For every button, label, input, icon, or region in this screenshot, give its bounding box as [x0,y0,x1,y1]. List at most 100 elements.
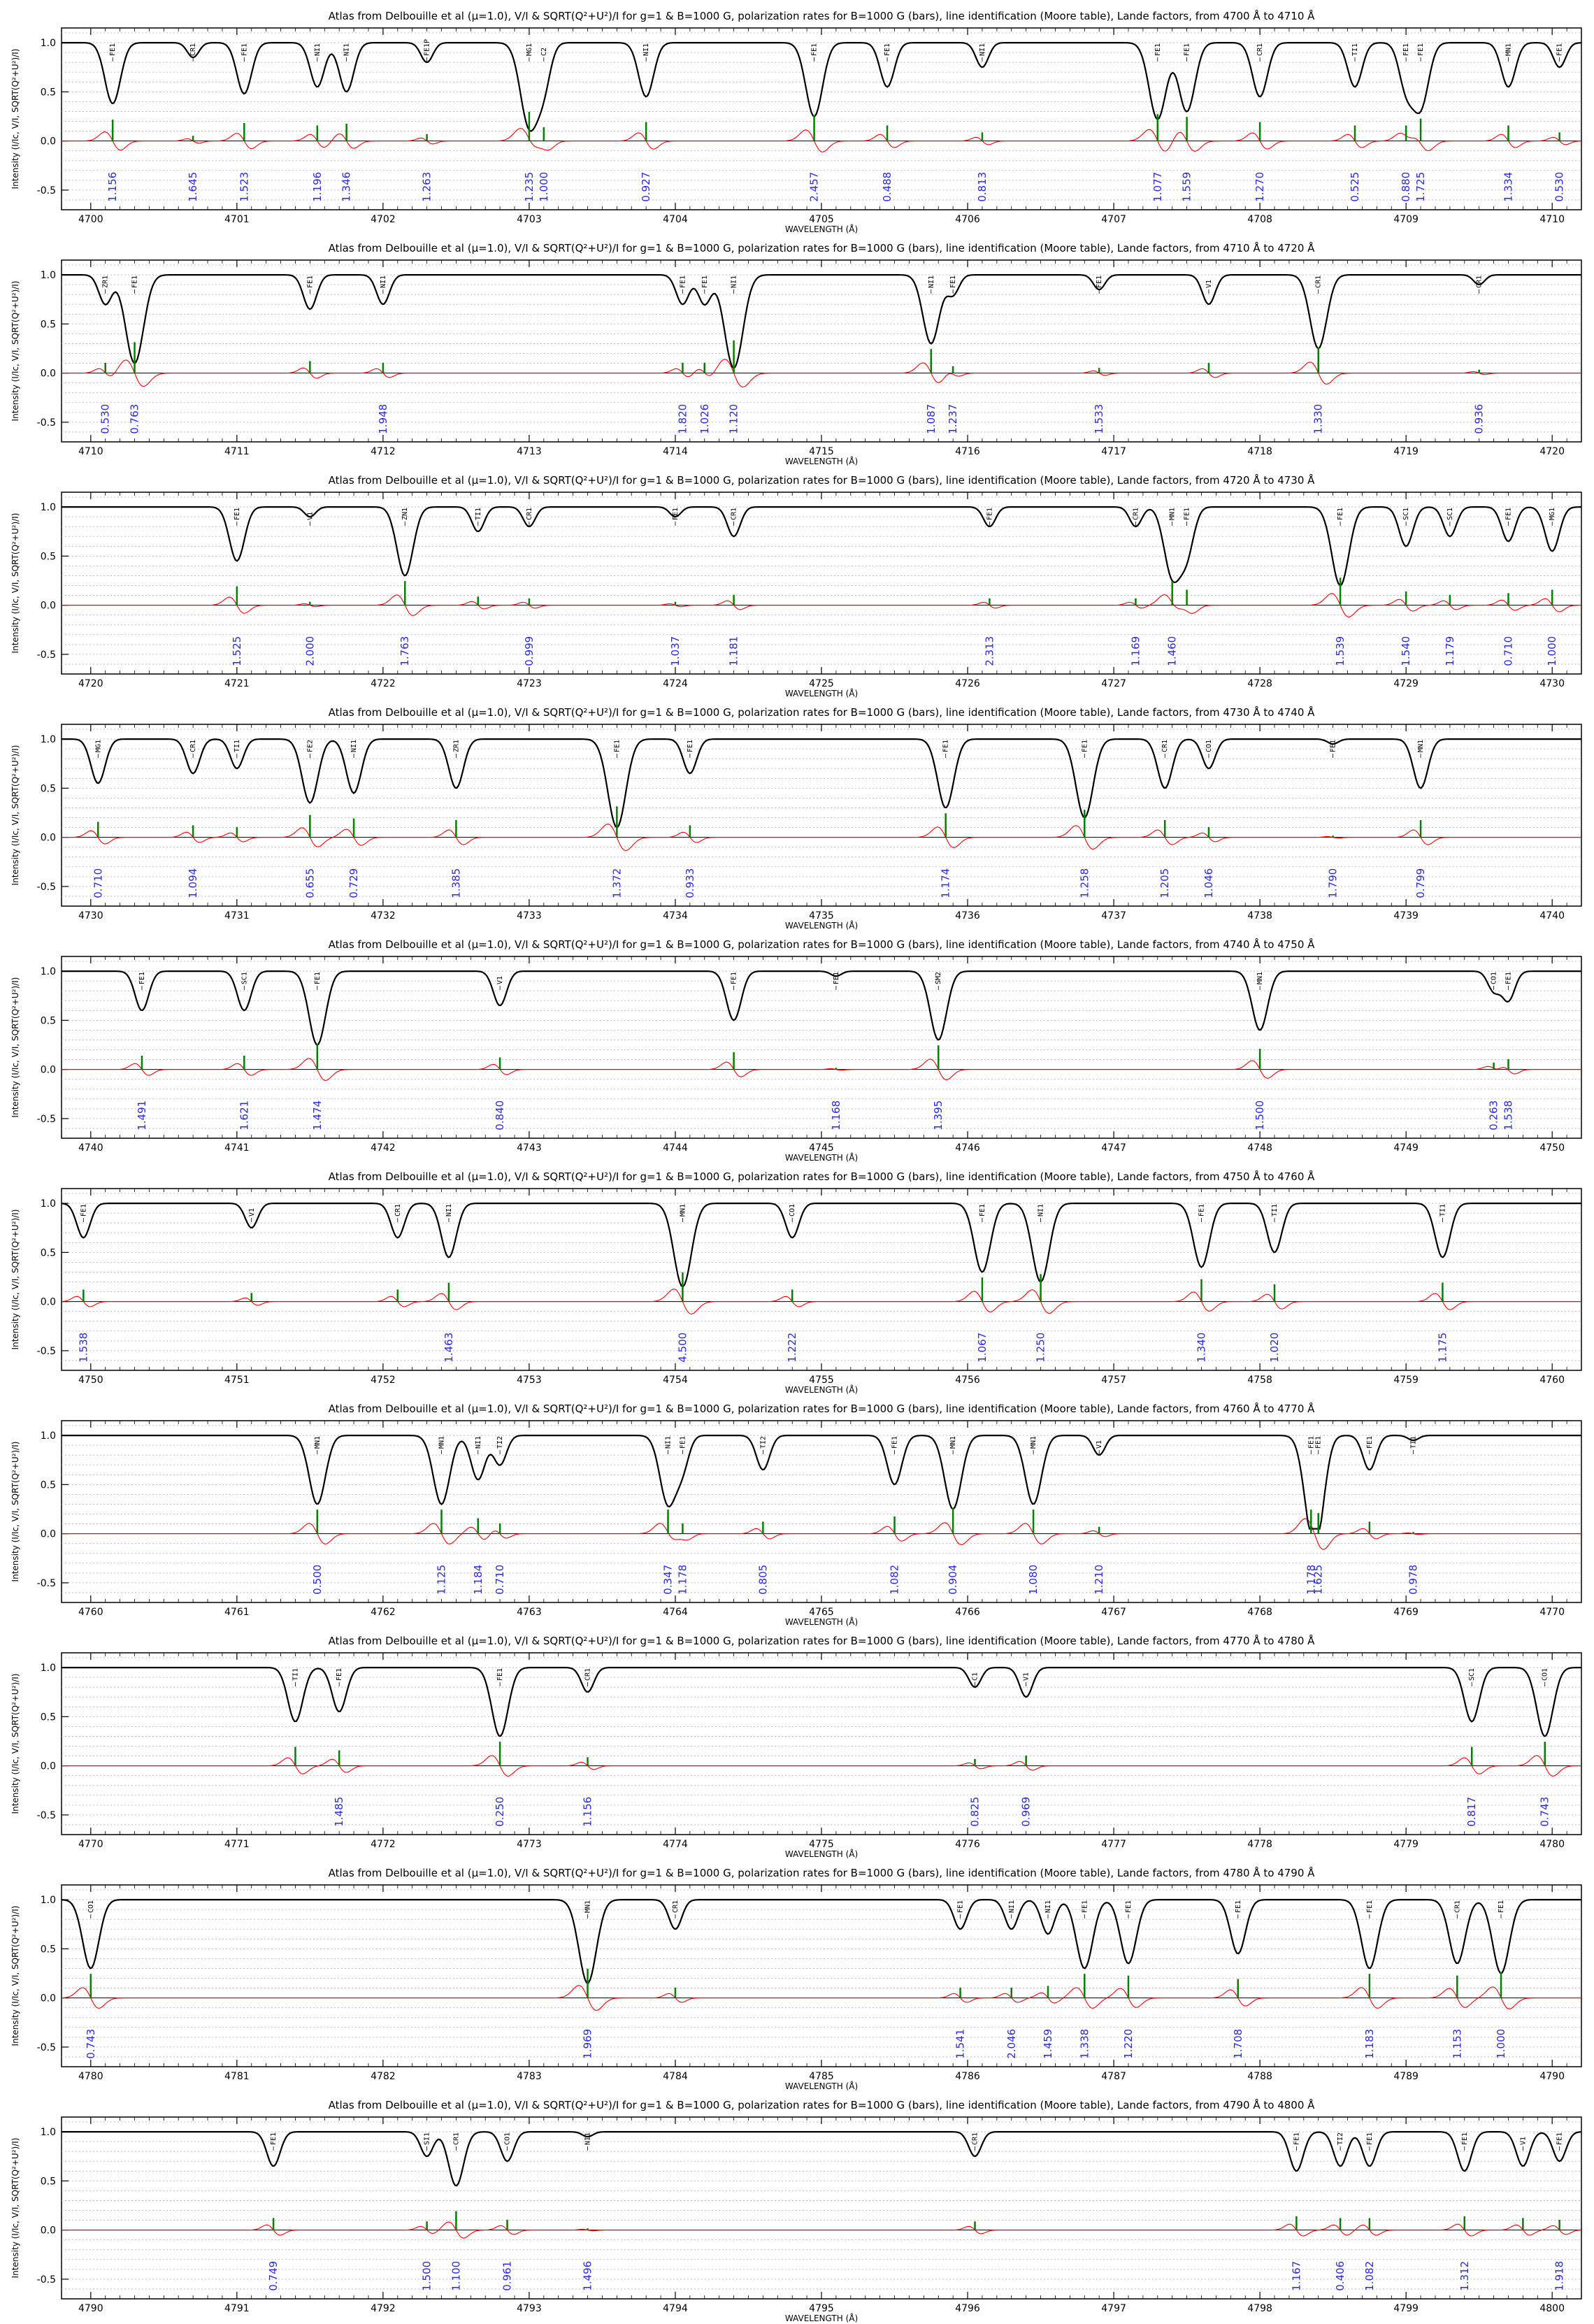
lande-factor: 1.474 [311,1100,324,1131]
x-tick-label: 4704 [663,214,688,225]
lande-factor: 1.460 [1166,636,1179,666]
y-tick-label: 0.5 [41,551,56,562]
x-tick-label: 4782 [371,2071,396,2082]
line-id-label: CO1 [504,2132,512,2145]
x-tick-label: 4732 [371,910,396,921]
x-tick-label: 4793 [517,2303,542,2314]
line-id-label: FE1 [306,275,314,288]
x-tick-label: 4746 [955,1142,980,1154]
lande-factor: 1.463 [443,1333,455,1363]
chart-panel-7: Atlas from Delbouille et al (μ=1.0), V/I… [10,1634,1582,1859]
lande-factor: 0.936 [1473,404,1486,434]
line-id-label: FE1 [1307,1436,1315,1449]
x-tick-label: 4720 [78,678,103,689]
intensity-curve [62,1667,1581,1737]
x-tick-label: 4785 [809,2071,834,2082]
line-id-label: FE1 [131,275,139,288]
x-tick-label: 4720 [1539,446,1565,457]
x-tick-label: 4755 [809,1375,834,1386]
x-tick-label: 4714 [663,446,688,457]
x-tick-label: 4705 [809,214,834,225]
line-id-label: CR1 [452,2132,460,2145]
line-id-label: MN1 [1256,972,1264,984]
x-tick-label: 4784 [663,2071,688,2082]
line-id-label: CR1 [1453,1900,1461,1913]
line-id-label: FE1 [1184,508,1191,520]
y-tick-label: 0.0 [41,601,56,612]
y-tick-label: 1.0 [41,1663,56,1674]
x-tick-label: 4760 [78,1607,103,1618]
lande-factor: 1.708 [1232,2029,1244,2059]
x-tick-label: 4764 [663,1607,688,1618]
line-id-label: FE1 [314,972,322,984]
x-tick-label: 4757 [1101,1375,1126,1386]
x-tick-label: 4712 [371,446,396,457]
x-tick-label: 4745 [809,1142,834,1154]
lande-factor: 1.525 [231,636,243,666]
lande-factor: 1.184 [472,1565,484,1595]
x-tick-label: 4710 [1539,214,1565,225]
lande-factor: 1.539 [1334,636,1347,666]
y-tick-label: 0.0 [41,1993,56,2004]
lande-factor: 2.046 [1005,2029,1018,2059]
x-tick-label: 4730 [78,910,103,921]
lande-factor: 1.625 [1312,1565,1325,1595]
x-axis-label: WAVELENGTH (Å) [785,456,858,466]
line-id-label: FE1 [949,275,957,288]
line-id-label: FE2 [306,740,314,752]
lande-factor: 1.077 [1151,172,1164,202]
y-tick-label: 1.0 [41,734,56,745]
x-tick-label: 4778 [1247,1839,1272,1850]
y-axis-label: Intensity (I/Ic, V/I, SQRT(Q²+U²)/I) [10,1210,20,1350]
panel-title: Atlas from Delbouille et al (μ=1.0), V/I… [329,241,1316,254]
y-tick-label: -0.5 [37,1114,56,1125]
lande-factor: 0.729 [347,868,360,898]
y-tick-label: -0.5 [37,650,56,661]
x-tick-label: 4723 [517,678,542,689]
line-id-label: TI2 [1337,2132,1344,2145]
line-id-label: FE1 [240,43,248,56]
panel-title: Atlas from Delbouille et al (μ=1.0), V/I… [329,1634,1316,1647]
plot-frame [61,724,1582,907]
lande-factor: 0.525 [1349,172,1361,202]
stokes-v-curve [62,128,1582,152]
line-id-label: CR1 [971,2132,979,2145]
line-id-label: FE1 [1417,43,1425,56]
x-tick-label: 4722 [371,678,396,689]
line-id-label: V1 [1519,2137,1527,2145]
line-id-label: FE1 [234,508,241,520]
x-tick-label: 4734 [663,910,688,921]
lande-factor: 1.538 [77,1333,89,1363]
lande-factor: 1.263 [421,172,433,202]
x-tick-label: 4719 [1393,446,1419,457]
x-tick-label: 4717 [1101,446,1126,457]
chart-panel-1: Atlas from Delbouille et al (μ=1.0), V/I… [10,241,1582,466]
line-id-label: FE1 [1556,2132,1564,2145]
lande-factor: 0.710 [92,868,104,898]
x-tick-label: 4751 [224,1375,250,1386]
x-tick-label: 4796 [955,2303,980,2314]
line-id-label: NI1 [475,1436,482,1449]
lande-factor: 2.457 [808,172,821,202]
x-tick-label: 4753 [517,1375,542,1386]
lande-factor: 0.488 [881,172,893,202]
lande-factor: 0.969 [1020,1797,1033,1827]
lande-factor: 1.969 [582,2029,594,2059]
x-tick-label: 4790 [78,2303,103,2314]
lande-factor: 2.000 [303,636,316,666]
lande-factor: 1.340 [1196,1333,1208,1363]
line-id-label: MG1 [94,740,102,752]
x-tick-label: 4754 [663,1375,688,1386]
x-tick-label: 4718 [1247,446,1272,457]
lande-factor: 1.533 [1093,404,1105,434]
line-id-label: MG1 [1549,508,1556,520]
x-tick-label: 4710 [78,446,103,457]
x-tick-label: 4713 [517,446,542,457]
x-tick-label: 4799 [1393,2303,1419,2314]
panel-title: Atlas from Delbouille et al (μ=1.0), V/I… [329,2098,1316,2111]
line-id-label: FE1 [336,1668,343,1681]
x-tick-label: 4721 [224,678,250,689]
lande-factor: 0.406 [1334,2261,1347,2291]
lande-factor: 1.000 [538,172,550,202]
